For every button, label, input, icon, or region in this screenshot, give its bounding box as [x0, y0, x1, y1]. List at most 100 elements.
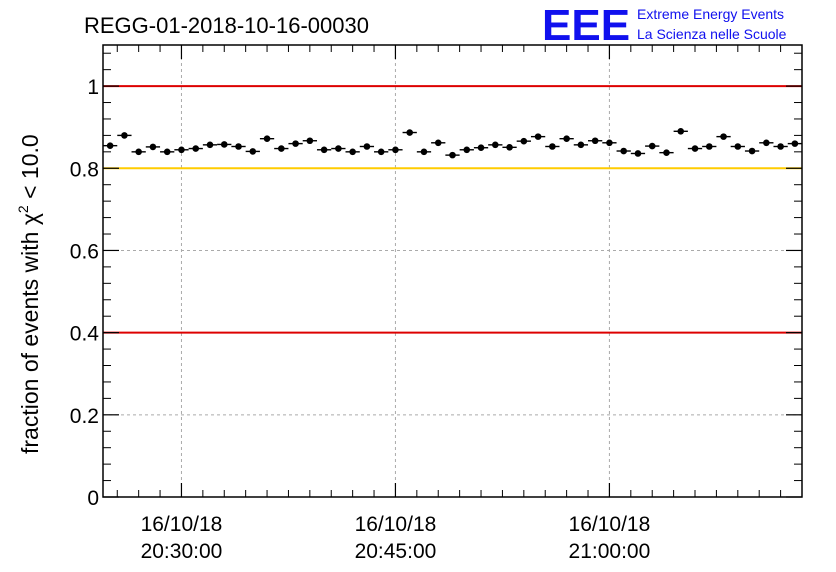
chart-title: REGG-01-2018-10-16-00030	[84, 13, 369, 38]
point-marker	[663, 149, 670, 156]
data-point	[687, 145, 703, 152]
data-point	[288, 140, 303, 147]
point-marker	[691, 145, 699, 152]
eee-logo: EEE Extreme Energy Events La Scienza nel…	[542, 1, 787, 50]
point-marker	[135, 148, 142, 156]
data-point	[459, 146, 474, 154]
reference-lines	[103, 85, 802, 334]
y-axis-title-exponent: 2	[15, 205, 31, 213]
logo-line-2: La Scienza nelle Scuole	[637, 26, 787, 42]
data-point	[516, 137, 531, 145]
data-point	[602, 139, 617, 147]
point-marker	[249, 148, 257, 155]
point-marker	[192, 145, 200, 152]
data-point	[345, 148, 360, 156]
data-point	[616, 147, 631, 155]
data-point	[759, 139, 774, 147]
y-axis-title-suffix: < 10.0	[17, 134, 43, 199]
point-marker	[235, 143, 242, 150]
data-point	[245, 148, 260, 155]
point-marker	[506, 144, 513, 151]
x-tick-date: 16/10/18	[569, 513, 651, 536]
point-marker	[320, 146, 328, 154]
point-marker	[763, 139, 770, 147]
point-marker	[349, 148, 356, 156]
data-point	[588, 137, 603, 145]
data-point	[716, 133, 731, 140]
x-tick-time: 21:00:00	[569, 540, 651, 563]
data-point	[787, 140, 802, 147]
point-marker	[549, 143, 556, 150]
point-marker	[463, 146, 471, 154]
point-marker	[734, 143, 742, 150]
point-marker	[577, 141, 585, 149]
point-marker	[377, 148, 385, 156]
data-point	[117, 132, 132, 139]
data-point	[630, 150, 646, 157]
data-point	[374, 148, 389, 156]
data-point	[202, 141, 218, 149]
data-point	[316, 146, 332, 154]
point-marker	[263, 135, 271, 142]
point-marker	[620, 147, 627, 155]
data-point	[730, 143, 745, 150]
point-marker	[392, 146, 399, 154]
data-point	[259, 135, 275, 142]
data-point	[359, 143, 375, 150]
data-point	[188, 145, 203, 152]
y-tick-label: 0.6	[70, 240, 99, 263]
data-point	[744, 147, 760, 155]
data-point	[673, 127, 688, 135]
data-point	[473, 144, 489, 152]
point-marker	[648, 142, 656, 150]
data-point	[231, 143, 246, 150]
y-tick-label: 0.8	[70, 158, 99, 181]
point-marker	[606, 139, 613, 147]
data-point	[573, 141, 589, 149]
data-point	[559, 135, 574, 142]
data-point	[174, 146, 189, 154]
data-point	[388, 146, 403, 154]
point-marker	[121, 132, 128, 139]
point-marker	[720, 133, 727, 140]
point-marker	[520, 137, 528, 145]
data-point	[702, 143, 717, 150]
data-point	[645, 142, 660, 150]
x-tick-date: 16/10/18	[141, 513, 223, 536]
y-tick-label: 0.2	[70, 405, 99, 428]
data-point	[431, 139, 446, 147]
point-marker	[178, 146, 185, 154]
point-marker	[591, 137, 599, 145]
point-marker	[163, 148, 171, 156]
point-marker	[220, 141, 228, 148]
data-point	[160, 148, 175, 156]
y-tick-label: 0	[87, 487, 99, 510]
y-axis: 0 0.2 0.4 0.6 0.8 1	[70, 52, 802, 510]
point-marker	[477, 144, 485, 152]
data-points	[103, 127, 802, 159]
y-axis-title: fraction of events with χ2 < 10.0	[15, 134, 43, 454]
y-tick-label: 0.4	[70, 323, 100, 346]
point-marker	[534, 133, 542, 140]
data-point	[502, 144, 517, 151]
y-tick-label: 1	[87, 76, 99, 99]
y-axis-title-symbol: χ	[17, 213, 43, 225]
plot-frame	[102, 44, 803, 498]
point-marker	[449, 151, 456, 159]
data-point	[217, 141, 232, 148]
y-axis-title-prefix: fraction of events with	[17, 232, 43, 454]
point-marker	[563, 135, 570, 142]
data-point	[659, 149, 674, 156]
point-marker	[406, 129, 414, 136]
point-marker	[335, 145, 342, 152]
logo-mark: EEE	[542, 1, 630, 50]
data-point	[402, 129, 417, 136]
point-marker	[363, 143, 371, 150]
data-point	[331, 145, 346, 152]
x-axis: 16/10/18 20:30:00 16/10/18 20:45:00 16/10/18…	[116, 45, 803, 563]
point-marker	[206, 141, 214, 149]
point-marker	[434, 139, 442, 147]
point-marker	[777, 143, 784, 150]
